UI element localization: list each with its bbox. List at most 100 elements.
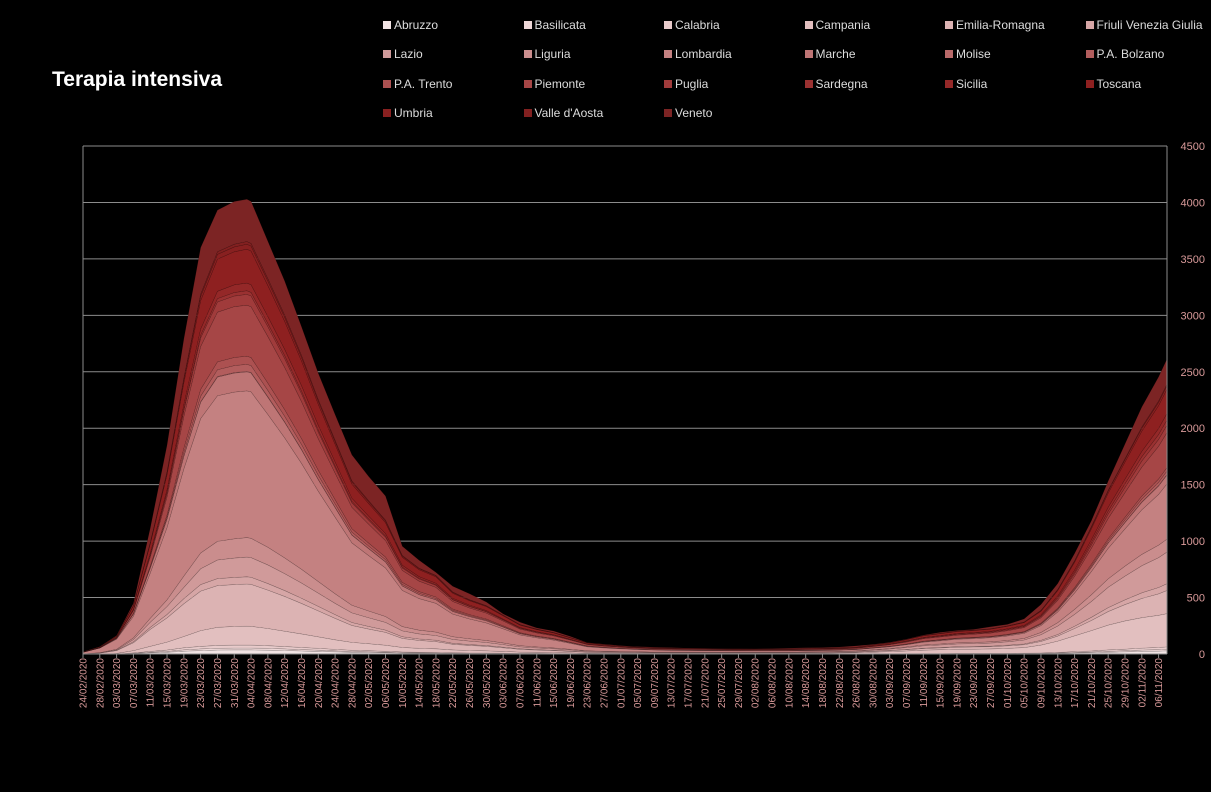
y-tick-label: 0	[1199, 649, 1205, 661]
x-tick-label: 26/08/2020	[852, 658, 863, 708]
x-tick-label: 22/05/2020	[448, 658, 459, 708]
x-tick-label: 10/08/2020	[784, 658, 795, 708]
legend-swatch	[523, 50, 532, 59]
x-tick-label: 29/07/2020	[734, 658, 745, 708]
x-tick-label: 24/04/2020	[331, 658, 342, 708]
legend-label: Liguria	[534, 47, 571, 62]
x-tick-label: 19/09/2020	[952, 658, 963, 708]
legend-item: Lazio	[383, 47, 423, 61]
x-tick-label: 21/07/2020	[700, 658, 711, 708]
x-tick-label: 03/06/2020	[499, 658, 510, 708]
legend-item: Puglia	[664, 77, 708, 91]
x-tick-label: 22/08/2020	[835, 658, 846, 708]
legend-swatch	[804, 50, 813, 59]
x-tick-label: 21/10/2020	[1087, 658, 1098, 708]
legend-label: Campania	[815, 18, 871, 32]
x-tick-label: 15/09/2020	[936, 658, 947, 708]
legend-item: Campania	[804, 18, 871, 32]
x-tick-label: 24/02/2020	[79, 658, 90, 708]
legend-swatch	[383, 79, 391, 88]
legend-swatch	[664, 21, 672, 29]
legend-swatch	[664, 50, 672, 59]
x-tick-label: 17/10/2020	[1070, 658, 1081, 708]
x-tick-label: 09/07/2020	[650, 658, 661, 708]
x-tick-label: 27/03/2020	[213, 658, 224, 708]
legend-swatch	[523, 21, 532, 29]
legend-item: P.A. Bolzano	[1085, 47, 1164, 61]
legend-swatch	[945, 21, 953, 29]
legend-item: Umbria	[383, 106, 433, 120]
x-tick-label: 18/08/2020	[818, 658, 829, 708]
legend-label: Puglia	[675, 76, 709, 91]
legend-label: Piemonte	[534, 76, 586, 91]
x-tick-label: 25/10/2020	[1104, 658, 1115, 708]
legend-label: P.A. Trento	[394, 76, 453, 91]
x-tick-label: 01/10/2020	[1003, 658, 1014, 708]
x-tick-label: 07/06/2020	[515, 658, 526, 708]
legend-item: Sicilia	[945, 77, 987, 91]
x-tick-label: 14/08/2020	[801, 658, 812, 708]
x-tick-label: 25/07/2020	[717, 658, 728, 708]
legend-item: Veneto	[664, 106, 712, 120]
legend-item: Abruzzo	[383, 18, 438, 32]
legend-swatch	[1085, 21, 1094, 29]
x-tick-label: 15/06/2020	[549, 658, 560, 708]
x-tick-label: 26/05/2020	[465, 658, 476, 708]
legend-label: Calabria	[675, 18, 720, 32]
legend-label: Abruzzo	[394, 18, 439, 32]
legend-swatch	[664, 79, 672, 88]
x-tick-label: 13/07/2020	[667, 658, 678, 708]
x-tick-label: 18/05/2020	[431, 658, 442, 708]
legend-label: Sardegna	[815, 76, 868, 91]
x-tick-label: 11/06/2020	[532, 658, 543, 708]
x-tick-label: 23/06/2020	[583, 658, 594, 708]
x-tick-label: 19/03/2020	[179, 658, 190, 708]
x-tick-label: 12/04/2020	[280, 658, 291, 708]
x-tick-label: 29/10/2020	[1120, 658, 1131, 708]
legend-item: Basilicata	[523, 18, 586, 32]
legend-label: Lombardia	[675, 47, 732, 62]
x-tick-label: 15/03/2020	[163, 658, 174, 708]
legend-label: Molise	[956, 47, 991, 62]
x-tick-label: 03/09/2020	[885, 658, 896, 708]
x-tick-label: 17/07/2020	[684, 658, 695, 708]
legend-item: Calabria	[664, 18, 720, 32]
legend-swatch	[383, 108, 391, 117]
x-tick-label: 06/05/2020	[381, 658, 392, 708]
x-tick-label: 20/04/2020	[314, 658, 325, 708]
legend-item: P.A. Trento	[383, 77, 452, 91]
x-tick-label: 07/09/2020	[902, 658, 913, 708]
x-tick-label: 05/10/2020	[1020, 658, 1031, 708]
x-tick-label: 01/07/2020	[616, 658, 627, 708]
x-tick-label: 14/05/2020	[415, 658, 426, 708]
legend-item: Lombardia	[664, 47, 732, 61]
legend-item: Liguria	[523, 47, 571, 62]
x-tick-label: 30/08/2020	[868, 658, 879, 708]
x-tick-label: 02/08/2020	[751, 658, 762, 708]
legend-swatch	[1085, 50, 1094, 59]
legend-item: Marche	[804, 47, 856, 61]
legend-swatch	[383, 50, 391, 59]
x-tick-label: 06/08/2020	[768, 658, 779, 708]
legend-item: Friuli Venezia Giulia	[1085, 18, 1203, 32]
x-tick-label: 09/10/2020	[1036, 658, 1047, 708]
area-series-group	[82, 198, 1168, 655]
legend-swatch	[945, 50, 953, 59]
legend-item: Toscana	[1085, 76, 1142, 91]
axes	[82, 146, 1168, 655]
x-tick-label: 02/05/2020	[364, 658, 375, 708]
x-tick-label: 23/03/2020	[196, 658, 207, 708]
x-tick-label: 02/11/2020	[1137, 658, 1148, 708]
x-tick-label: 05/07/2020	[633, 658, 644, 708]
x-tick-label: 16/04/2020	[297, 658, 308, 708]
legend-label: Toscana	[1096, 76, 1142, 91]
y-tick-label: 2500	[1181, 367, 1205, 379]
legend-swatch	[383, 21, 391, 29]
legend-label: Sicilia	[956, 76, 988, 91]
legend-label: Umbria	[394, 105, 433, 120]
x-tick-label: 13/10/2020	[1053, 658, 1064, 708]
x-tick-label: 31/03/2020	[230, 658, 241, 708]
x-tick-label: 06/11/2020	[1154, 658, 1165, 708]
x-tick-label: 28/04/2020	[347, 658, 358, 708]
